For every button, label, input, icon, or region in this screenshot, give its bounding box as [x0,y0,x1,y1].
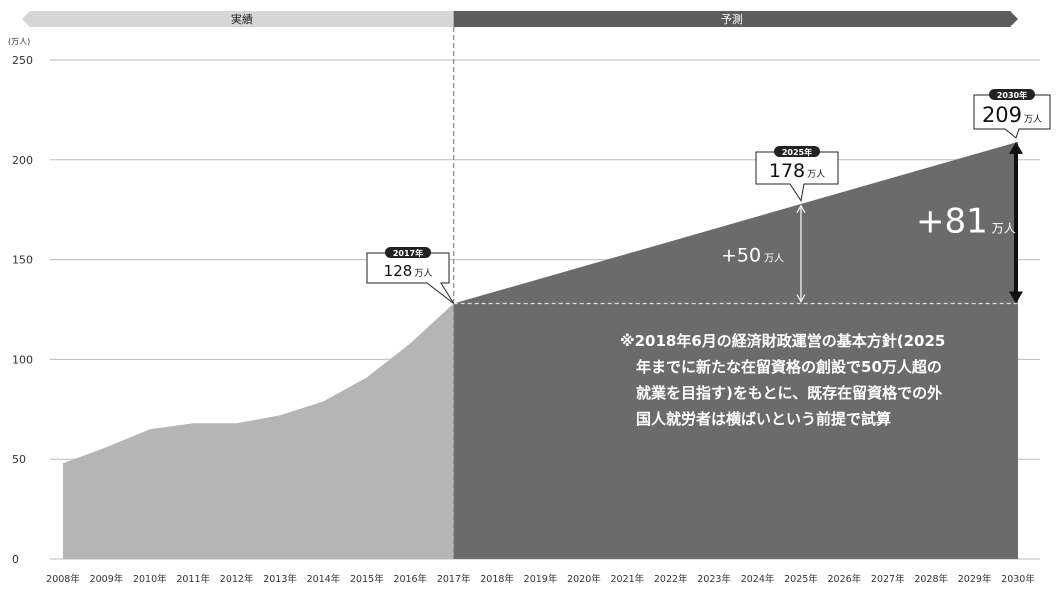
note-line: 国人就労者は横ばいという前提で試算 [636,410,891,428]
x-tick-label: 2013年 [263,573,297,585]
x-tick-label: 2026年 [828,573,862,585]
x-tick-label: 2023年 [697,573,731,585]
year-badge [774,146,820,157]
callout-value: 128 万人 [384,262,433,280]
overlay: +50 万人 +81 万人 [453,27,1023,559]
y-unit-label: (万人) [8,37,30,46]
y-tick-label: 0 [12,553,19,566]
x-tick-label: 2019年 [524,573,558,585]
note: ※2018年6月の経済財政運営の基本方針(2025 年までに新たな在留資格の創設で… [620,332,945,428]
y-tick-label: 100 [12,353,33,366]
arrowhead-up [796,204,806,214]
y-tick-label: 150 [12,254,33,267]
x-tick-label: 2009年 [90,573,124,585]
note-line: ※2018年6月の経済財政運営の基本方針(2025 [620,332,945,350]
y-axis: 0 50 100 150 200 250 (万人) [8,37,33,566]
x-axis: 2008年 2009年 2010年 2011年 2012年 2013年 2014年 2015年… [46,573,1035,585]
x-tick-label: 2020年 [567,573,601,585]
arrowhead-down-thick [1009,291,1023,304]
area-forecast [453,141,1018,559]
callouts: 2017年 128 万人 2025年 178 万人 2030年 209 万人 [366,89,1051,304]
year-badge [989,89,1035,100]
x-tick-label: 2022年 [654,573,688,585]
x-tick-label: 2014年 [307,573,341,585]
areas [62,141,1018,559]
phase-actual-band [22,11,454,27]
note-line: 年までに新たな在留資格の創設で50万人超の [636,358,942,376]
x-tick-label: 2008年 [46,573,80,585]
callout-value: 209 万人 [982,103,1042,127]
callout-box [973,94,1051,139]
x-tick-label: 2030年 [1001,573,1035,585]
y-tick-label: 250 [12,54,33,67]
year-badge-label: 2025年 [782,147,812,157]
x-tick-label: 2021年 [610,573,644,585]
year-badge-label: 2030年 [997,90,1027,100]
callout-2025: 2025年 178 万人 [755,146,839,203]
phase-bar: 実績 予測 [22,11,1018,27]
x-tick-label: 2029年 [958,573,992,585]
x-tick-label: 2017年 [437,573,471,585]
callout-box [366,252,455,304]
arrowhead-down [796,294,806,303]
increase-label-2025: +50 万人 [721,245,784,267]
callout-value: 178 万人 [769,160,825,182]
x-tick-label: 2012年 [220,573,254,585]
x-tick-label: 2011年 [176,573,210,585]
y-tick-label: 50 [12,453,26,466]
note-line: 就業を目指す)をもとに、既存在留資格での外 [636,384,942,402]
year-badge-label: 2017年 [393,248,423,258]
phase-actual-label: 実績 [231,12,253,26]
area-actual [63,303,454,559]
y-tick-label: 200 [12,154,33,167]
callout-2030: 2030年 209 万人 [973,89,1051,139]
callout-box [755,151,839,203]
phase-forecast-band [453,11,1018,27]
increase-label-2030: +81 万人 [916,202,1016,242]
arrowhead-up-thick [1009,141,1023,154]
x-tick-label: 2024年 [741,573,775,585]
callout-2017: 2017年 128 万人 [366,247,455,304]
x-tick-label: 2018年 [480,573,514,585]
x-tick-label: 2010年 [133,573,167,585]
x-tick-label: 2027年 [871,573,905,585]
year-badge [385,247,431,258]
x-tick-label: 2028年 [914,573,948,585]
phase-forecast-label: 予測 [721,12,743,26]
x-tick-label: 2015年 [350,573,384,585]
x-tick-label: 2025年 [784,573,818,585]
x-tick-label: 2016年 [393,573,427,585]
